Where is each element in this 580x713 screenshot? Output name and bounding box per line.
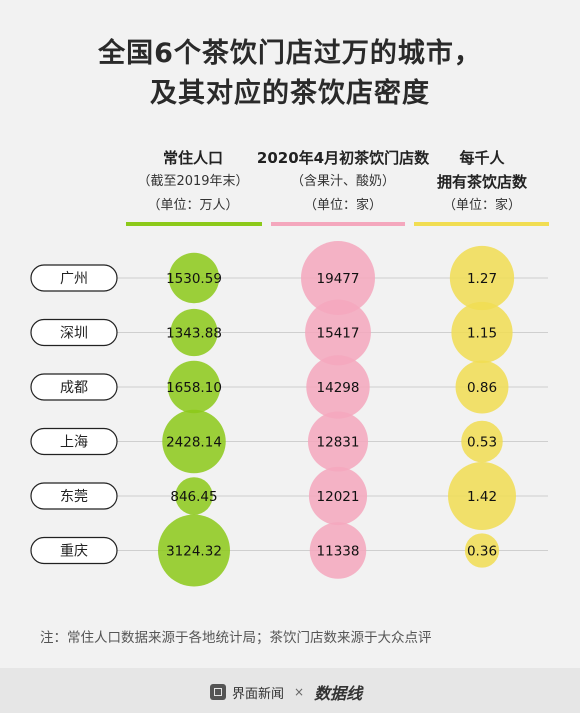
bubble: [455, 360, 509, 414]
bubble: [301, 241, 375, 315]
city-label-pill: [30, 373, 118, 401]
jiemian-logo-icon: [210, 684, 226, 700]
title-line-2: 及其对应的茶饮店密度: [150, 78, 430, 109]
title-line-1: 全国6个茶饮门店过万的城市，: [98, 38, 482, 69]
city-label-pill: [30, 482, 118, 510]
bubble: [168, 252, 220, 304]
bubble: [307, 411, 369, 472]
data-label: 1.42: [467, 489, 497, 505]
bubble: [305, 299, 371, 366]
data-label: 1343.88: [166, 326, 222, 342]
data-label: 1530.59: [166, 271, 222, 287]
data-label: 14298: [317, 380, 360, 396]
city-label-pill: [30, 318, 118, 347]
column-header-stores-sub2: （单位：家）: [303, 198, 382, 213]
brand-jiemian: 界面新闻: [232, 686, 285, 702]
data-label: 15417: [317, 326, 360, 342]
bubble: [448, 462, 516, 530]
bubble: [451, 301, 513, 364]
data-label: 846.45: [170, 489, 217, 505]
bubble: [162, 409, 226, 474]
city-label-pill: [30, 427, 118, 456]
bubble: [449, 245, 515, 311]
data-label: 1658.10: [166, 380, 222, 396]
column-underline-population: [126, 222, 262, 226]
bubble: [461, 420, 503, 463]
footer-bar: [0, 668, 580, 713]
column-header-population: 常住人口 （截至2019年末） （单位：万人）: [113, 146, 273, 218]
bubble: [309, 522, 367, 579]
data-label: 0.36: [467, 544, 497, 560]
city-label: 重庆: [60, 544, 88, 560]
column-header-density-sub2: （单位：家）: [442, 198, 521, 213]
footer-brand: 界面新闻 × 数据线: [210, 680, 362, 704]
column-underline-stores: [271, 222, 405, 226]
data-label: 0.53: [467, 435, 497, 451]
data-label: 12831: [317, 435, 360, 451]
bubble: [308, 466, 368, 526]
data-label: 3124.32: [166, 544, 222, 560]
data-label: 0.86: [467, 380, 497, 396]
data-label: 1.27: [467, 271, 497, 287]
city-label-pill: [30, 536, 118, 565]
column-header-density-title: 每千人: [459, 149, 505, 167]
city-label: 上海: [60, 435, 88, 451]
data-label: 2428.14: [166, 435, 222, 451]
bubble: [158, 514, 230, 587]
brand-shujuxian: 数据线: [314, 684, 363, 703]
bubble: [167, 360, 221, 414]
column-header-density-sub1: 拥有茶饮店数: [436, 173, 527, 191]
column-header-stores-title: 2020年4月初茶饮门店数: [256, 149, 430, 167]
bubble: [306, 355, 370, 419]
city-label: 成都: [60, 380, 88, 396]
data-label: 1.15: [467, 326, 497, 342]
column-header-density: 每千人 拥有茶饮店数 （单位：家）: [402, 146, 562, 218]
column-header-stores-sub1: （含果汁、酸奶）: [290, 174, 395, 189]
bubble: [175, 477, 213, 515]
bubble: [170, 308, 218, 357]
column-header-population-sub2: （单位：万人）: [147, 198, 239, 213]
city-label: 深圳: [60, 326, 88, 342]
city-label: 东莞: [60, 489, 88, 505]
city-label: 广州: [60, 271, 88, 287]
source-note: 注：常住人口数据来源于各地统计局；茶饮门店数来源于大众点评: [40, 630, 432, 646]
data-label: 19477: [317, 271, 360, 287]
column-header-stores: 2020年4月初茶饮门店数 （含果汁、酸奶） （单位：家）: [238, 146, 448, 218]
column-header-population-sub1: （截至2019年末）: [137, 174, 249, 189]
chart-title: 全国6个茶饮门店过万的城市， 及其对应的茶饮店密度: [0, 34, 580, 114]
data-label: 12021: [317, 489, 360, 505]
city-label-pill: [30, 264, 118, 292]
bubble: [464, 533, 500, 568]
data-label: 11338: [317, 544, 360, 560]
brand-times: ×: [294, 685, 305, 699]
column-header-population-title: 常住人口: [162, 149, 223, 167]
column-underline-density: [414, 222, 549, 226]
